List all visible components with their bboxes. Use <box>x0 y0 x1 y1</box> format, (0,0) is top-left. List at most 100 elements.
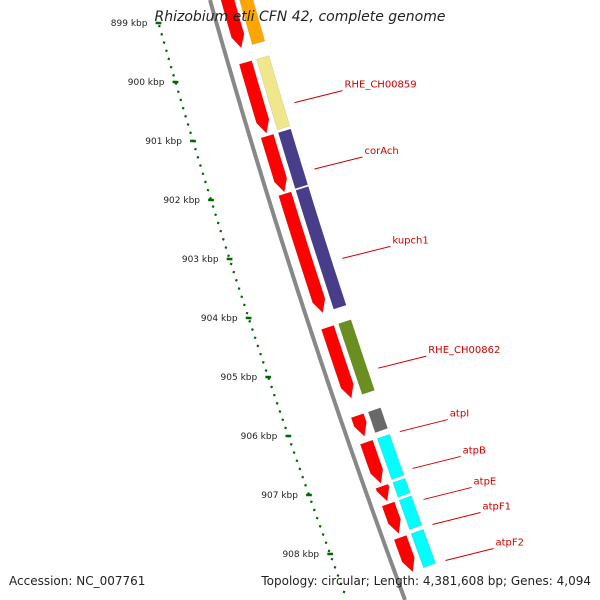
ruler-minor-tick <box>278 410 282 413</box>
gene-label-atpb[interactable]: atpB <box>463 445 486 456</box>
ruler-minor-tick <box>304 483 307 487</box>
gene-label-atpf1[interactable]: atpF1 <box>482 502 511 513</box>
ruler-minor-tick <box>186 123 190 126</box>
ruler-minor-tick <box>227 254 230 258</box>
ruler-minor-tick <box>229 262 233 266</box>
genome-title: Rhizobium etli CFN 42, complete genome <box>154 9 446 25</box>
ruler-label: 908 kbp <box>282 550 319 560</box>
ruler-minor-tick <box>160 32 164 36</box>
gene-label-rhe-ch00862[interactable]: RHE_CH00862 <box>428 345 500 356</box>
label-leader <box>432 512 481 525</box>
ruler-minor-tick <box>219 229 223 233</box>
ruler-track: 899 kbp 900 kbp 901 kbp 902 kbp 903 kbp 904 k… <box>111 19 346 594</box>
gene-band-atpf1[interactable] <box>398 495 423 530</box>
ruler-minor-tick <box>295 459 299 463</box>
ruler-minor-tick <box>327 549 331 553</box>
label-leader <box>342 245 391 259</box>
gene-band-atpi[interactable] <box>367 407 388 433</box>
ruler-minor-tick <box>169 65 173 69</box>
gene-label-atpe[interactable]: atpE <box>474 476 497 487</box>
label-leader <box>378 355 427 369</box>
ruler-minor-tick <box>301 475 305 479</box>
ruler-minor-tick <box>309 500 313 504</box>
ruler-minor-tick <box>333 565 337 569</box>
ruler-minor-tick <box>240 295 244 299</box>
ruler-minor-tick <box>342 590 346 594</box>
ruler-minor-tick <box>237 287 241 290</box>
ruler-minor-tick <box>315 516 319 520</box>
ruler-label: 906 kbp <box>241 432 278 442</box>
gene-label-corach[interactable]: corAch <box>364 146 398 157</box>
gene-label-rhe-ch00859[interactable]: RHE_CH00859 <box>345 80 417 91</box>
cds-arrow-rhe-ch00859[interactable] <box>238 60 270 134</box>
label-leader <box>294 90 343 104</box>
ruler-minor-tick <box>321 533 325 536</box>
cds-arrow-atpb[interactable] <box>359 439 384 484</box>
gene-band-rhe-ch00862[interactable] <box>338 319 375 395</box>
cds-arrow-atpf2[interactable] <box>393 535 415 573</box>
ruler-minor-tick <box>214 213 218 217</box>
label-leader <box>423 486 472 500</box>
accession-text: Accession: NC_007761 <box>9 574 146 588</box>
ruler-minor-tick <box>221 237 225 241</box>
label-leader <box>445 548 494 561</box>
ruler-minor-tick <box>339 582 343 586</box>
ruler-minor-tick <box>216 221 220 225</box>
ruler-minor-tick <box>162 41 166 44</box>
gene-band-kupch1[interactable] <box>295 186 347 310</box>
ruler-minor-tick <box>272 393 276 397</box>
cds-arrow-atpi[interactable] <box>350 413 367 437</box>
ruler-minor-tick <box>261 360 265 364</box>
ruler-minor-tick <box>165 49 168 53</box>
ruler-minor-tick <box>206 188 210 192</box>
label-leader <box>399 419 448 433</box>
cds-arrow-kupch1[interactable] <box>278 191 326 314</box>
ruler-minor-tick <box>201 172 205 176</box>
cds-arrow-atpf1[interactable] <box>381 501 401 535</box>
cds-arrow-corach[interactable] <box>260 133 288 193</box>
ruler-minor-tick <box>284 426 287 430</box>
ruler-label: 900 kbp <box>128 78 165 88</box>
ruler-minor-tick <box>157 24 161 28</box>
ruler-minor-tick <box>336 574 340 577</box>
cds-arrow-rhe-ch00862[interactable] <box>321 325 354 399</box>
ruler-minor-tick <box>259 352 262 356</box>
label-leader <box>314 156 363 170</box>
gene-band-atpb[interactable] <box>376 433 405 480</box>
feature-track <box>220 0 437 573</box>
gene-band-corach[interactable] <box>277 128 309 189</box>
ruler-label: 901 kbp <box>145 137 182 147</box>
ruler-minor-tick <box>184 114 188 118</box>
ruler-label: 902 kbp <box>163 196 200 206</box>
gene-band-atpf2[interactable] <box>410 528 437 569</box>
ruler-label: 905 kbp <box>221 373 258 383</box>
ruler-minor-tick <box>224 246 228 249</box>
ruler-minor-tick <box>275 401 279 405</box>
ruler-minor-tick <box>318 524 322 528</box>
ruler-minor-tick <box>256 344 260 348</box>
cds-arrow <box>220 0 245 49</box>
ruler-minor-tick <box>211 205 215 208</box>
ruler-minor-tick <box>199 164 202 167</box>
gene-label-atpf2[interactable]: atpF2 <box>495 537 524 548</box>
ruler-minor-tick <box>248 319 252 323</box>
ruler-minor-tick <box>281 418 285 422</box>
gene-band-atpe[interactable] <box>392 477 411 498</box>
ruler-minor-tick <box>292 451 296 454</box>
ruler-minor-tick <box>245 311 249 315</box>
genome-backbone <box>208 0 407 600</box>
gene-label-kupch1[interactable]: kupch1 <box>392 235 428 246</box>
ruler-minor-tick <box>232 270 236 274</box>
ruler-minor-tick <box>324 541 328 545</box>
ruler-minor-tick <box>298 467 302 471</box>
ruler-label: 904 kbp <box>201 314 238 324</box>
ruler-minor-tick <box>194 147 197 151</box>
gene-labels: RHE_CH00859 corAch kupch1 RHE_CH00862 atpI at… <box>294 80 524 561</box>
ruler-minor-tick <box>172 73 175 77</box>
ruler-minor-tick <box>270 385 273 389</box>
gene-label-atpi[interactable]: atpI <box>450 409 469 420</box>
cds-arrow-atpe[interactable] <box>375 483 390 502</box>
gene-band-rhe-ch00859[interactable] <box>256 55 291 131</box>
ruler-minor-tick <box>251 328 254 331</box>
